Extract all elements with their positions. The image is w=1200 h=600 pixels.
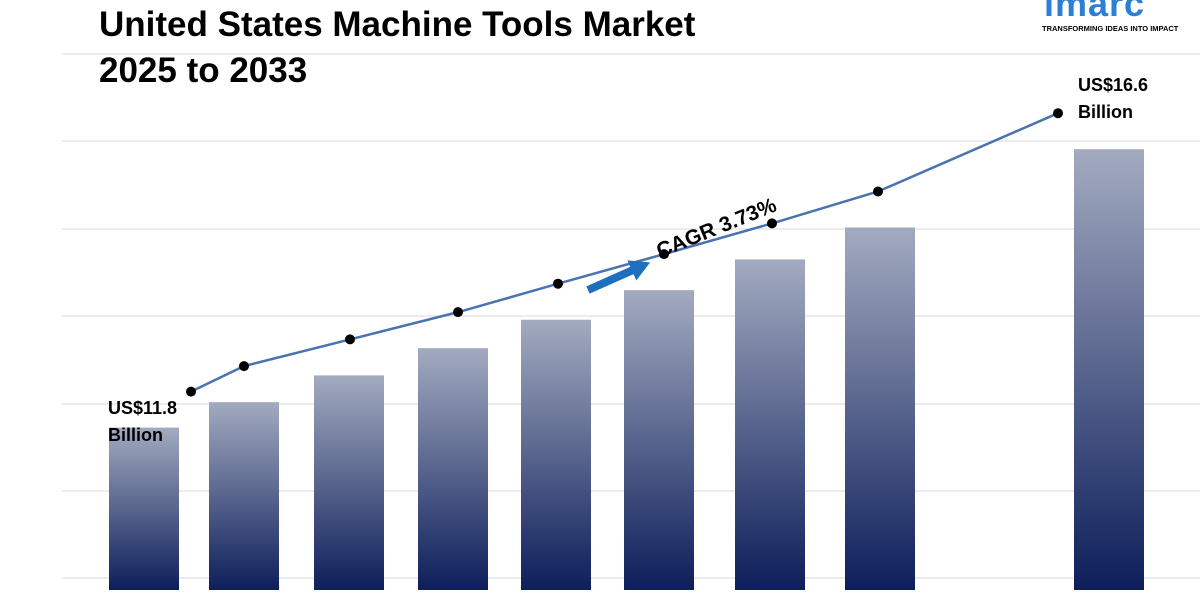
point-2025 — [186, 386, 196, 397]
bar-2028 — [418, 348, 488, 590]
imarc-logo: imarc TRANSFORMING IDEAS INTO IMPACT — [1040, 0, 1200, 38]
title-line-2: 2025 to 2033 — [99, 51, 308, 90]
arrow-head — [627, 260, 651, 281]
bar-2025 — [109, 427, 179, 590]
point-2028 — [453, 307, 463, 318]
start-value-label: US$11.8 — [108, 398, 177, 418]
bar-2031 — [735, 259, 805, 590]
bars — [109, 149, 1144, 590]
bar-2032 — [845, 227, 915, 590]
bar-2033 — [1074, 149, 1144, 590]
point-2026 — [239, 361, 249, 372]
arrow-shaft — [586, 266, 636, 294]
cagr-arrow-shape — [586, 260, 651, 294]
logo-wordmark: imarc — [1044, 0, 1146, 24]
logo-tagline: TRANSFORMING IDEAS INTO IMPACT — [1042, 24, 1179, 33]
title-line-1: United States Machine Tools Market — [99, 5, 696, 44]
point-2027 — [345, 334, 355, 345]
bar-2026 — [209, 402, 279, 590]
trend-line — [186, 108, 1063, 397]
end-unit-label: Billion — [1078, 102, 1133, 122]
cagr-label: CAGR 3.73% — [653, 194, 780, 263]
bar-2029 — [521, 319, 591, 590]
point-2032 — [873, 186, 883, 197]
end-value-label: US$16.6 — [1078, 75, 1148, 95]
bar-2027 — [314, 375, 384, 590]
point-2030 — [659, 249, 669, 260]
chart-title: United States Machine Tools Market 2025 … — [99, 2, 695, 94]
point-2029 — [553, 278, 563, 289]
bar-2030 — [624, 290, 694, 590]
point-2031 — [767, 218, 777, 229]
start-unit-label: Billion — [108, 425, 163, 445]
point-2033 — [1053, 108, 1063, 119]
cagr-arrow — [586, 260, 651, 294]
